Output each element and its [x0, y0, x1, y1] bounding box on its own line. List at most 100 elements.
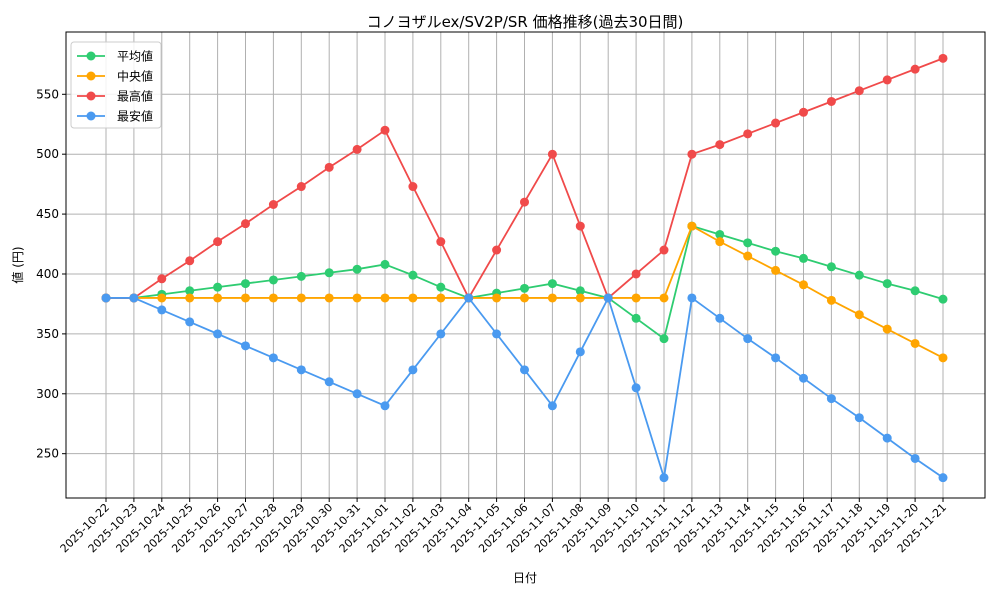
data-point [157, 274, 167, 284]
data-point [715, 237, 725, 247]
data-point [547, 149, 557, 159]
data-point [268, 353, 278, 363]
data-point [213, 293, 223, 303]
data-point [296, 271, 306, 281]
data-point [241, 341, 250, 351]
data-point [241, 279, 250, 289]
data-point [826, 394, 836, 404]
data-point [547, 293, 557, 303]
data-point [492, 293, 502, 303]
data-point [547, 279, 557, 289]
series-最安値 [101, 293, 948, 483]
legend-marker-icon [86, 111, 96, 121]
series-lines [101, 53, 948, 483]
data-point [408, 365, 418, 375]
data-point [296, 293, 306, 303]
data-point [854, 413, 864, 423]
data-point [715, 140, 725, 150]
data-point [213, 329, 223, 339]
data-point [687, 221, 697, 231]
data-point [631, 383, 641, 393]
data-point [631, 269, 641, 279]
data-point [882, 279, 892, 289]
data-point [213, 282, 223, 292]
legend-label: 最安値 [117, 109, 153, 124]
data-point [101, 293, 111, 303]
data-point [882, 75, 892, 85]
data-point [854, 310, 864, 320]
data-point [129, 293, 139, 303]
data-point [352, 293, 362, 303]
data-point [436, 282, 446, 292]
legend-marker-icon [86, 51, 96, 61]
data-point [575, 293, 585, 303]
data-point [268, 293, 278, 303]
data-point [268, 275, 278, 285]
legend-marker-icon [86, 71, 96, 81]
y-tick-label: 450 [36, 207, 59, 221]
data-point [408, 182, 418, 192]
data-point [492, 329, 502, 339]
y-axis: 250 300 350 400 450 500 550 [36, 87, 66, 461]
data-point [408, 270, 418, 280]
legend-label: 最高値 [117, 89, 153, 104]
data-point [436, 237, 446, 247]
data-point [324, 293, 334, 303]
data-point [464, 293, 474, 303]
data-point [659, 473, 669, 483]
y-tick-label: 500 [36, 147, 59, 161]
data-point [157, 305, 167, 315]
data-point [799, 253, 808, 263]
legend-marker-icon [86, 91, 96, 101]
data-point [324, 377, 334, 387]
data-point [380, 125, 390, 135]
data-point [436, 329, 446, 339]
data-point [771, 118, 781, 128]
data-point [380, 259, 390, 269]
data-point [659, 334, 669, 344]
y-tick-label: 550 [36, 87, 59, 101]
legend-box [70, 41, 162, 129]
data-point [296, 182, 306, 192]
series-最高値 [101, 53, 948, 303]
data-point [799, 107, 808, 117]
legend-label: 平均値 [117, 49, 153, 64]
legend-item: 中央値 [77, 69, 153, 84]
data-point [938, 53, 948, 63]
data-point [799, 373, 808, 383]
data-point [603, 293, 613, 303]
data-point [492, 245, 502, 255]
data-point [826, 295, 836, 305]
y-axis-label: 値 (円) [10, 246, 25, 283]
data-point [296, 365, 306, 375]
data-point [324, 162, 334, 172]
data-point [575, 286, 585, 296]
data-point [268, 200, 278, 210]
data-point [631, 313, 641, 323]
data-point [520, 283, 529, 293]
data-point [771, 246, 781, 256]
data-point [241, 219, 250, 229]
data-point [241, 293, 250, 303]
chart-title: コノヨザルex/SV2P/SR 価格推移(過去30日間) [367, 13, 684, 31]
data-point [743, 251, 753, 261]
data-point [575, 221, 585, 231]
data-point [352, 264, 362, 274]
y-tick-label: 350 [36, 327, 59, 341]
data-point [520, 197, 529, 207]
data-point [743, 334, 753, 344]
data-point [687, 149, 697, 159]
legend-item: 最安値 [77, 109, 153, 124]
data-point [743, 238, 753, 248]
legend-item: 平均値 [77, 49, 153, 64]
data-point [185, 256, 195, 266]
data-point [436, 293, 446, 303]
data-point [771, 265, 781, 275]
data-point [826, 96, 836, 106]
data-point [520, 365, 529, 375]
data-point [659, 245, 669, 255]
data-point [213, 237, 223, 247]
y-tick-label: 400 [36, 267, 59, 281]
data-point [575, 347, 585, 357]
